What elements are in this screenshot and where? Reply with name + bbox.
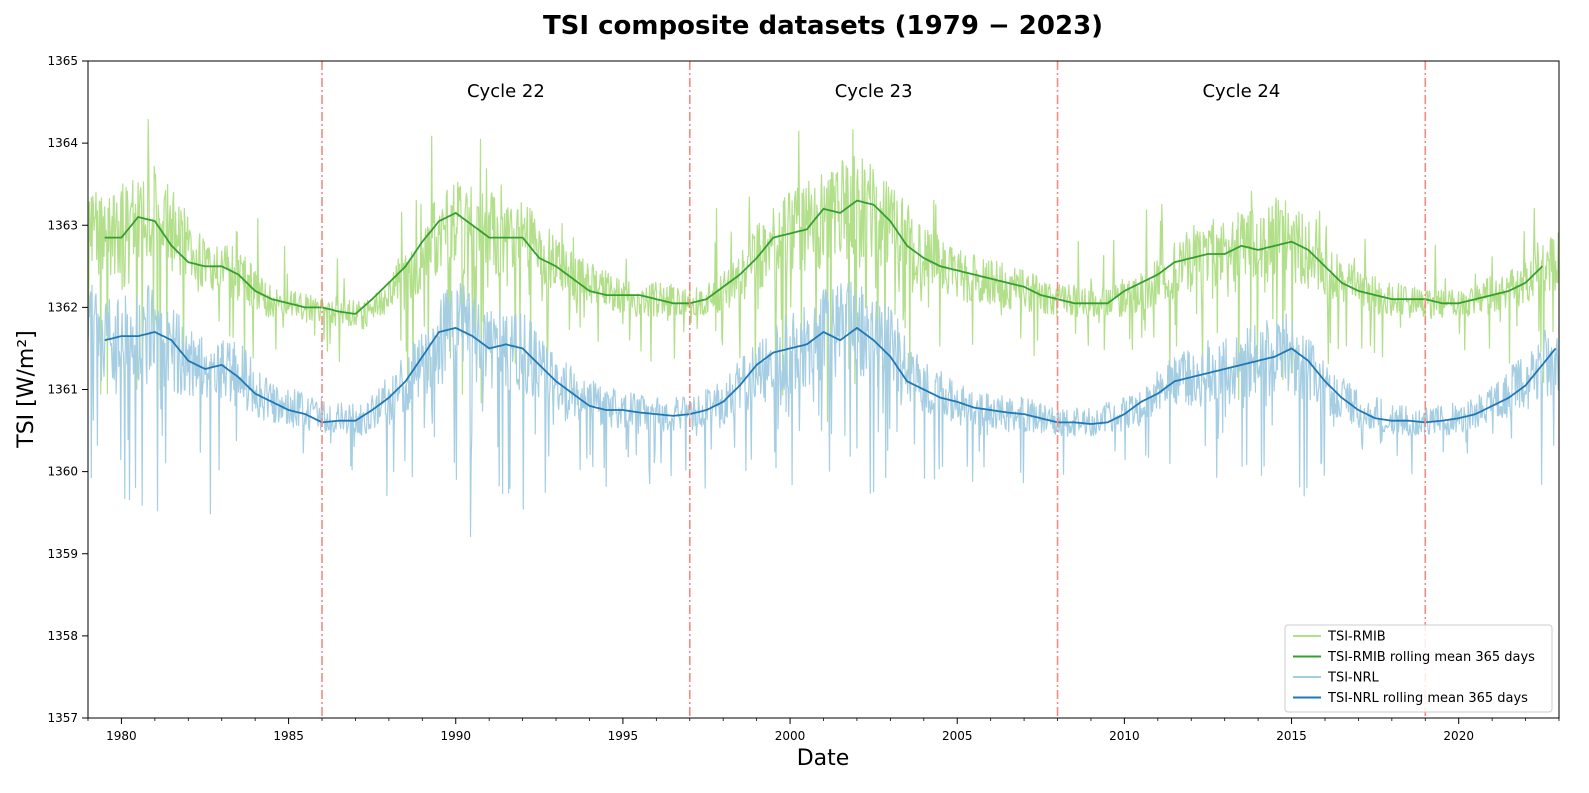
y-tick-label-4: 1361 bbox=[47, 383, 78, 397]
x-tick-label-5: 2005 bbox=[942, 729, 973, 743]
legend-label-1: TSI-RMIB rolling mean 365 days bbox=[1327, 650, 1535, 665]
y-tick-label-3: 1360 bbox=[47, 465, 78, 479]
legend: TSI-RMIB TSI-RMIB rolling mean 365 days TS… bbox=[1284, 624, 1553, 713]
series-line-3 bbox=[104, 327, 1557, 425]
x-tick-label-3: 1995 bbox=[608, 729, 639, 743]
x-tick-label-0: 1980 bbox=[106, 729, 137, 743]
y-axis-label: TSI [W/m²] bbox=[14, 330, 39, 448]
y-tick-label-2: 1359 bbox=[47, 547, 78, 561]
y-tick-label-6: 1363 bbox=[47, 218, 78, 232]
y-tick-label-5: 1362 bbox=[47, 300, 78, 314]
legend-label-0: TSI-RMIB bbox=[1327, 630, 1386, 645]
y-tick-label-0: 1357 bbox=[47, 711, 78, 725]
legend-box bbox=[1284, 624, 1553, 713]
x-tick-label-8: 2020 bbox=[1443, 729, 1474, 743]
series-line-1 bbox=[104, 199, 1543, 315]
chart-title: TSI composite datasets (1979 − 2023) bbox=[543, 11, 1103, 41]
x-tick-label-1: 1985 bbox=[273, 729, 304, 743]
x-tick-label-4: 2000 bbox=[775, 729, 806, 743]
x-tick-label-2: 1990 bbox=[440, 729, 471, 743]
y-tick-label-8: 1365 bbox=[47, 54, 78, 68]
legend-label-3: TSI-NRL rolling mean 365 days bbox=[1327, 691, 1528, 706]
plot-frame bbox=[87, 60, 1560, 719]
series-line-2 bbox=[88, 281, 1559, 537]
cycle-label-2: Cycle 24 bbox=[1202, 81, 1280, 102]
x-tick-label-7: 2015 bbox=[1276, 729, 1307, 743]
series-line-0 bbox=[88, 119, 1559, 422]
y-tick-label-7: 1364 bbox=[47, 136, 78, 150]
plot-area: Cycle 22 Cycle 23 Cycle 24 1980 1985 1990 1995… bbox=[47, 54, 1560, 743]
y-tick-label-1: 1358 bbox=[47, 629, 78, 643]
legend-label-2: TSI-NRL bbox=[1327, 671, 1379, 686]
x-tick-label-6: 2010 bbox=[1109, 729, 1140, 743]
cycle-label-1: Cycle 23 bbox=[835, 81, 913, 102]
x-axis-label: Date bbox=[797, 746, 850, 771]
cycle-label-0: Cycle 22 bbox=[467, 81, 545, 102]
